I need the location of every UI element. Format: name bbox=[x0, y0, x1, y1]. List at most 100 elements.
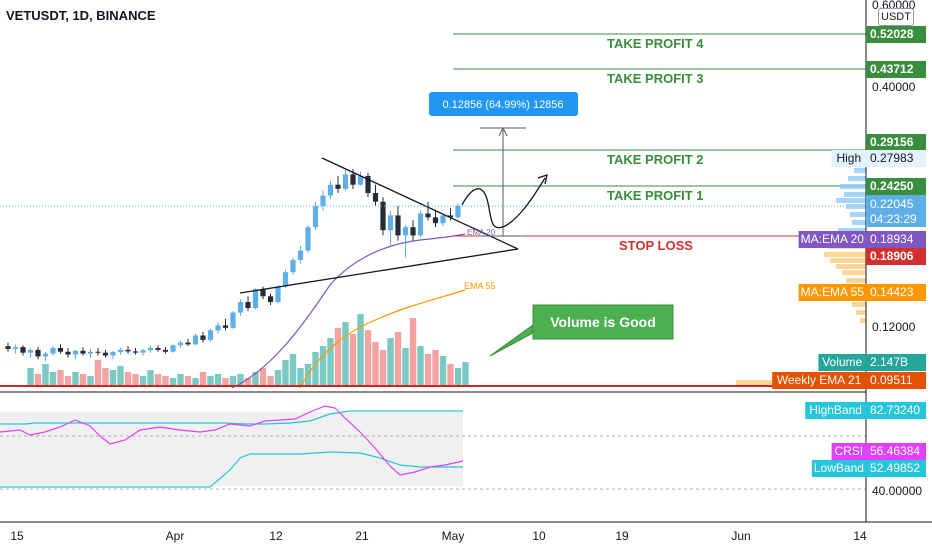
candlesticks bbox=[5, 169, 461, 362]
volume-bars bbox=[27, 314, 469, 386]
candle bbox=[80, 347, 86, 356]
volume-bar bbox=[64, 376, 72, 386]
volume-bar bbox=[349, 334, 357, 386]
svg-text:0.52028: 0.52028 bbox=[870, 27, 914, 41]
volume-bar bbox=[409, 318, 417, 386]
svg-text:0.14423: 0.14423 bbox=[870, 285, 914, 299]
volume-bar bbox=[402, 348, 409, 386]
time-axis[interactable]: 15 Apr 12 21 May 10 19 Jun 14 bbox=[10, 529, 867, 543]
candle bbox=[170, 344, 176, 353]
svg-text:Weekly EMA 21: Weekly EMA 21 bbox=[777, 373, 862, 387]
volume-bar bbox=[237, 374, 244, 386]
volume-bar bbox=[267, 376, 274, 386]
candle bbox=[50, 346, 56, 356]
volume-bar bbox=[372, 342, 379, 386]
candle bbox=[252, 287, 259, 310]
tp1-label: TAKE PROFIT 1 bbox=[607, 188, 704, 203]
volume-profile-bar bbox=[838, 228, 866, 233]
time-tick-label: 12 bbox=[269, 529, 283, 543]
svg-text:0.27983: 0.27983 bbox=[870, 151, 914, 165]
candle bbox=[372, 184, 379, 207]
ema-lines bbox=[231, 233, 466, 389]
volume-bar bbox=[252, 372, 259, 386]
osc-label: CRSI 56.46384 bbox=[831, 443, 926, 460]
svg-text:HighBand: HighBand bbox=[809, 403, 862, 417]
ema-55-tag: EMA 55 bbox=[464, 281, 496, 291]
price-label: 0.18906 bbox=[866, 248, 926, 265]
volume-bar bbox=[207, 376, 214, 386]
volume-bar bbox=[147, 370, 154, 386]
candle bbox=[395, 206, 401, 241]
svg-text:82.73240: 82.73240 bbox=[870, 403, 920, 417]
volume-profile-bar bbox=[852, 220, 866, 225]
volume-bar bbox=[222, 378, 229, 386]
candle bbox=[27, 348, 34, 358]
price-tick-label: 0.40000 bbox=[872, 80, 916, 94]
volume-profile-bar bbox=[830, 258, 866, 263]
volume-bar bbox=[432, 350, 439, 386]
osc-label: LowBand 52.49852 bbox=[811, 460, 926, 477]
volume-bar bbox=[319, 346, 327, 386]
volume-bar bbox=[199, 372, 207, 386]
svg-text:2.147B: 2.147B bbox=[870, 355, 908, 369]
volume-bar bbox=[109, 370, 117, 386]
price-axis[interactable]: 0.600000.400000.120000.520280.437120.291… bbox=[772, 0, 926, 498]
oscillator-pane bbox=[0, 391, 866, 490]
volume-bar bbox=[79, 374, 87, 386]
volume-bar bbox=[184, 376, 192, 386]
price-tick-label: 0.12000 bbox=[872, 320, 916, 334]
ema-20-line bbox=[231, 233, 466, 389]
candle bbox=[185, 338, 191, 347]
volume-bar bbox=[87, 376, 94, 386]
candle bbox=[290, 257, 296, 275]
candle bbox=[207, 328, 214, 342]
time-tick-label: 14 bbox=[853, 529, 867, 543]
candle bbox=[72, 349, 79, 360]
candle bbox=[417, 210, 424, 238]
crsi-line bbox=[0, 405, 464, 476]
candle bbox=[162, 347, 169, 354]
candle bbox=[440, 213, 446, 227]
volume-bar bbox=[102, 368, 109, 386]
candle bbox=[110, 350, 116, 360]
symbol-title[interactable]: VETUSDT, 1D, BINANCE bbox=[6, 8, 156, 23]
candle bbox=[42, 351, 49, 362]
volume-bar bbox=[229, 376, 237, 386]
volume-bar bbox=[94, 360, 102, 386]
price-label: 0.52028 bbox=[866, 26, 926, 43]
volume-bar bbox=[42, 364, 49, 386]
triangle-upper-line bbox=[321, 157, 519, 250]
volume-bar bbox=[297, 368, 304, 386]
volume-bar bbox=[439, 356, 447, 386]
volume-bar bbox=[379, 350, 387, 386]
price-label: Weekly EMA 21 0.09511 bbox=[772, 372, 926, 389]
candle bbox=[357, 171, 364, 186]
svg-text:0.18906: 0.18906 bbox=[870, 249, 914, 263]
candle bbox=[132, 348, 139, 355]
volume-bar bbox=[327, 338, 334, 386]
volume-bar bbox=[192, 378, 199, 386]
candle bbox=[237, 299, 244, 316]
candle bbox=[222, 318, 229, 331]
volume-bar bbox=[72, 372, 79, 386]
svg-text:04:23:29: 04:23:29 bbox=[870, 212, 917, 226]
candle bbox=[327, 180, 334, 200]
volume-callout: Volume is Good bbox=[489, 304, 674, 357]
candle bbox=[35, 347, 41, 360]
volume-profile-bar bbox=[824, 252, 866, 257]
price-label: MA:EMA 55 0.14423 bbox=[798, 284, 926, 301]
currency-button[interactable]: USDT bbox=[878, 8, 914, 26]
candle bbox=[102, 349, 109, 358]
volume-bar bbox=[124, 372, 132, 386]
candle bbox=[305, 225, 311, 253]
time-tick-label: Apr bbox=[166, 529, 185, 543]
volume-bar bbox=[34, 374, 42, 386]
candle bbox=[20, 345, 26, 356]
volume-bar bbox=[139, 376, 147, 386]
candle bbox=[215, 322, 221, 334]
ema-20-tag: EMA 20 bbox=[467, 228, 496, 237]
volume-profile-bar bbox=[840, 184, 866, 189]
volume-bar bbox=[364, 330, 372, 386]
